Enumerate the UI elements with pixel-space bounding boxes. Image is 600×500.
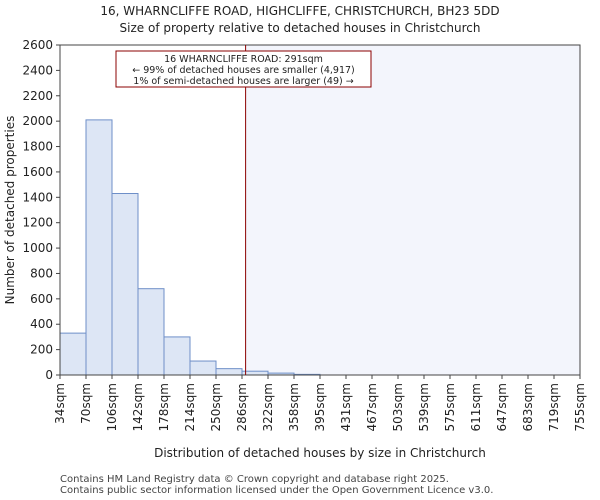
chart-title: 16, WHARNCLIFFE ROAD, HIGHCLIFFE, CHRIST… xyxy=(100,4,500,18)
annotation-line-1: 16 WHARNCLIFFE ROAD: 291sqm xyxy=(164,54,323,65)
y-tick-label-2400: 2400 xyxy=(22,63,53,77)
x-tick-label-178sqm: 178sqm xyxy=(157,383,171,431)
x-tick-label-431sqm: 431sqm xyxy=(339,383,353,431)
y-tick-label-2600: 2600 xyxy=(22,38,53,52)
bar-70sqm xyxy=(85,119,113,376)
y-tick-label-1600: 1600 xyxy=(22,165,53,179)
y-tick-label-1200: 1200 xyxy=(22,216,53,230)
x-tick-label-214sqm: 214sqm xyxy=(183,383,197,431)
x-tick-label-395sqm: 395sqm xyxy=(313,383,327,431)
x-tick-label-647sqm: 647sqm xyxy=(495,383,509,431)
highlight-region xyxy=(245,45,580,375)
chart-title-block: 16, WHARNCLIFFE ROAD, HIGHCLIFFE, CHRIST… xyxy=(0,3,600,37)
y-tick-label-0: 0 xyxy=(45,368,53,382)
y-tick-label-1400: 1400 xyxy=(22,190,53,204)
annotation-box xyxy=(115,50,372,88)
x-tick-label-70sqm: 70sqm xyxy=(79,383,93,424)
x-tick-label-503sqm: 503sqm xyxy=(391,383,405,431)
footer-line-1: Contains HM Land Registry data © Crown c… xyxy=(60,474,449,485)
x-tick-label-539sqm: 539sqm xyxy=(417,383,431,431)
bar-106sqm xyxy=(111,193,139,376)
annotation-line-3: 1% of semi-detached houses are larger (4… xyxy=(133,76,353,87)
y-tick-label-2200: 2200 xyxy=(22,89,53,103)
x-tick-label-106sqm: 106sqm xyxy=(105,383,119,431)
chart-subtitle: Size of property relative to detached ho… xyxy=(119,21,481,35)
x-tick-label-467sqm: 467sqm xyxy=(365,383,379,431)
bar-214sqm xyxy=(189,360,217,376)
x-tick-label-683sqm: 683sqm xyxy=(521,383,535,431)
y-axis-label: Number of detached properties xyxy=(3,116,17,305)
y-tick-label-2000: 2000 xyxy=(22,114,53,128)
y-tick-label-200: 200 xyxy=(30,343,53,357)
y-tick-label-800: 800 xyxy=(30,266,53,280)
y-tick-label-1000: 1000 xyxy=(22,241,53,255)
x-axis-label: Distribution of detached houses by size … xyxy=(154,446,486,460)
bar-250sqm xyxy=(215,368,243,376)
x-tick-label-575sqm: 575sqm xyxy=(443,383,457,431)
x-tick-label-286sqm: 286sqm xyxy=(235,383,249,431)
y-tick-label-1800: 1800 xyxy=(22,140,53,154)
x-tick-label-755sqm: 755sqm xyxy=(573,383,587,431)
bar-178sqm xyxy=(163,336,191,376)
x-tick-label-611sqm: 611sqm xyxy=(469,383,483,431)
bar-34sqm xyxy=(59,332,87,376)
x-tick-label-719sqm: 719sqm xyxy=(547,383,561,431)
x-tick-label-250sqm: 250sqm xyxy=(209,383,223,431)
bar-142sqm xyxy=(137,288,165,376)
x-tick-label-358sqm: 358sqm xyxy=(287,383,301,431)
annotation-line-2: ← 99% of detached houses are smaller (4,… xyxy=(132,65,355,76)
x-tick-label-142sqm: 142sqm xyxy=(131,383,145,431)
y-tick-label-400: 400 xyxy=(30,317,53,331)
footer-line-2: Contains public sector information licen… xyxy=(60,485,494,496)
y-tick-label-600: 600 xyxy=(30,292,53,306)
x-tick-label-322sqm: 322sqm xyxy=(261,383,275,431)
x-tick-label-34sqm: 34sqm xyxy=(53,383,67,424)
